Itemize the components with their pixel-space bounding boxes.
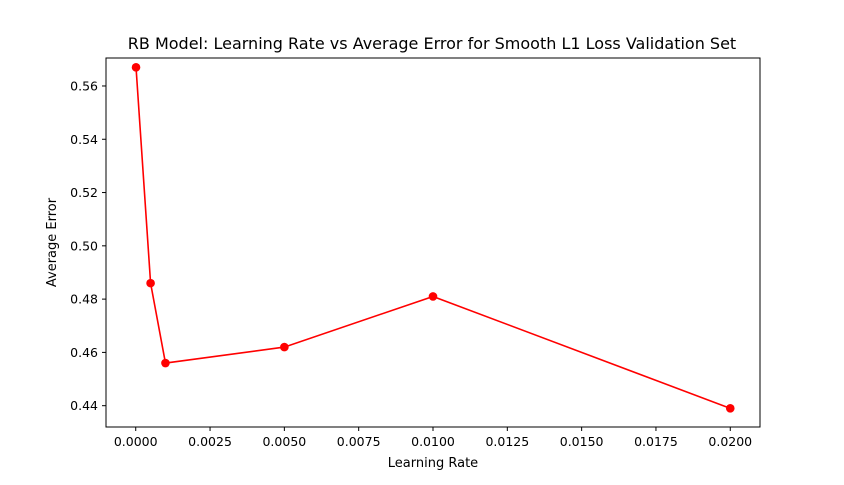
x-axis: 0.0000 0.0025 0.0050 0.0075 0.0100 0.0125 0.01… [114, 427, 752, 449]
x-tick-label: 0.0050 [262, 434, 306, 449]
data-point [146, 278, 155, 288]
y-axis: 0.44 0.46 0.48 0.50 0.52 0.54 0.56 [70, 78, 106, 413]
y-tick-label: 0.56 [70, 78, 98, 93]
x-tick-label: 0.0000 [114, 434, 158, 449]
x-tick-label: 0.0150 [560, 434, 604, 449]
x-tick-label: 0.0025 [188, 434, 232, 449]
data-point [161, 358, 170, 368]
y-tick-label: 0.44 [70, 398, 98, 413]
x-tick-label: 0.0075 [337, 434, 381, 449]
x-axis-label: Learning Rate [388, 456, 478, 471]
series-layer [131, 63, 735, 413]
y-tick-label: 0.46 [70, 345, 98, 360]
y-tick-label: 0.50 [70, 238, 98, 253]
y-tick-label: 0.54 [70, 132, 98, 147]
data-point [725, 404, 735, 413]
y-tick-label: 0.48 [70, 292, 98, 307]
data-point [280, 342, 289, 352]
chart-title: RB Model: Learning Rate vs Average Error… [128, 34, 736, 53]
y-tick-label: 0.52 [70, 185, 98, 200]
x-tick-label: 0.0100 [411, 434, 455, 449]
series-line [135, 67, 731, 410]
x-tick-label: 0.0175 [634, 434, 678, 449]
x-tick-label: 0.0200 [708, 434, 752, 449]
y-axis-label: Average Error [45, 197, 60, 287]
data-point [428, 292, 438, 301]
x-tick-label: 0.0125 [485, 434, 529, 449]
plot-frame [105, 57, 761, 428]
data-point [131, 63, 141, 72]
